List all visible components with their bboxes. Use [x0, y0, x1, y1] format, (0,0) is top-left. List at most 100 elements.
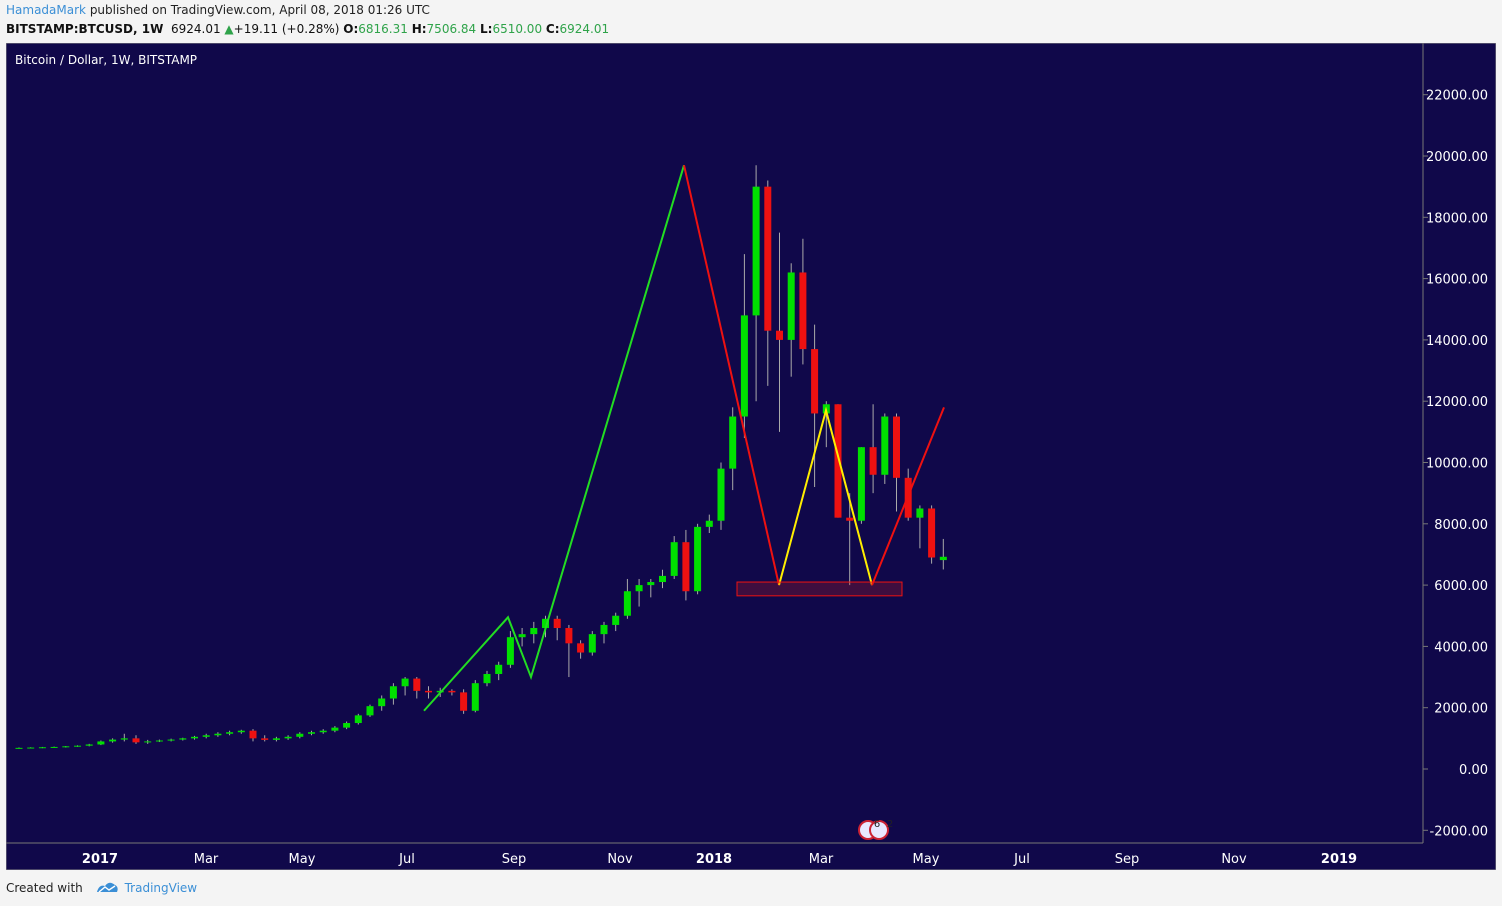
y-tick-label: 0.00	[1459, 763, 1488, 778]
low-value: 6510.00	[492, 22, 543, 36]
candle-up	[787, 272, 795, 340]
chart-background	[5, 42, 1497, 871]
x-tick-label: 2017	[82, 852, 118, 867]
candle-down	[893, 416, 900, 478]
symbol-label: BITSTAMP:BTCUSD, 1W	[6, 22, 164, 36]
candle-down	[448, 690, 456, 693]
tradingview-logo-icon[interactable]	[95, 880, 119, 897]
x-tick-label: Sep	[1115, 852, 1140, 867]
candle-up	[202, 735, 210, 737]
ohlc-line: BITSTAMP:BTCUSD, 1W 6924.01 ▲+19.11 (+0.…	[6, 22, 609, 36]
x-tick-label: May	[289, 852, 316, 867]
red-projection-line	[871, 406, 945, 586]
x-tick-label: Nov	[607, 852, 633, 867]
y-tick-label: 22000.00	[1426, 89, 1488, 104]
candle-up	[530, 628, 538, 635]
candle-up	[191, 736, 198, 739]
up-arrow-icon: ▲	[224, 22, 234, 36]
candle-up	[308, 732, 315, 734]
event-count-badge: 2	[887, 819, 893, 830]
candle-up	[85, 744, 93, 746]
y-tick-label: 16000.00	[1426, 273, 1488, 288]
candle-down	[776, 330, 783, 340]
candle-up	[752, 186, 760, 316]
candle-down	[553, 618, 561, 629]
created-with-text: Created with	[6, 881, 83, 895]
candle-up	[378, 698, 386, 707]
candle-up	[939, 556, 947, 561]
candle-up	[389, 686, 397, 699]
candle-down	[834, 404, 842, 518]
candle-up	[670, 542, 678, 576]
candle-down	[869, 447, 877, 475]
candle-down	[249, 730, 257, 739]
x-tick-label: 2019	[1321, 852, 1357, 867]
candle-down	[261, 738, 269, 740]
candle-up	[214, 733, 222, 736]
candle-up	[354, 715, 362, 724]
open-label: O:	[343, 22, 359, 36]
candle-up	[483, 673, 491, 684]
candle-up	[155, 740, 163, 742]
support-zone-box	[736, 581, 903, 597]
footer: Created with TradingView	[6, 880, 197, 897]
y-tick-label: 6000.00	[1434, 579, 1488, 594]
candle-up	[518, 634, 526, 638]
candle-up	[237, 730, 245, 733]
candle-up	[296, 733, 304, 737]
chart-container[interactable]: Bitcoin / Dollar, 1W, BITSTAMP 22000.00 2…	[5, 42, 1497, 871]
candle-up	[179, 738, 187, 740]
candle-up	[120, 738, 128, 740]
y-tick-label: 14000.00	[1426, 334, 1488, 349]
close-value: 6924.01	[559, 22, 610, 36]
tradingview-link[interactable]: TradingView	[124, 881, 198, 895]
y-tick-label: -2000.00	[1430, 824, 1488, 839]
last-price: 6924.01	[170, 22, 221, 36]
candle-up	[881, 416, 889, 475]
x-tick-label: Mar	[809, 852, 834, 867]
candle-down	[799, 272, 807, 350]
candle-up	[27, 747, 35, 749]
high-value: 7506.84	[426, 22, 477, 36]
chart-title: Bitcoin / Dollar, 1W, BITSTAMP	[15, 53, 197, 67]
candle-up	[857, 447, 865, 521]
candle-up	[705, 520, 713, 527]
candle-up	[97, 741, 105, 745]
candle-up	[15, 747, 23, 749]
candle-up	[144, 741, 152, 743]
candle-down	[577, 643, 585, 653]
candle-up	[319, 730, 327, 733]
candle-up	[284, 736, 292, 739]
candle-up	[471, 683, 479, 711]
flag-count-badge: 6	[874, 819, 880, 830]
candle-down	[565, 628, 573, 644]
y-axis: 22000.00 20000.00 18000.00 16000.00 14000.00…	[1423, 89, 1488, 839]
author-link[interactable]: HamadaMark	[6, 3, 86, 17]
x-tick-label: Sep	[502, 852, 527, 867]
y-tick-label: 18000.00	[1426, 211, 1488, 226]
x-tick-label: 2018	[696, 852, 732, 867]
price-chart[interactable]: Bitcoin / Dollar, 1W, BITSTAMP 22000.002…	[5, 42, 1497, 871]
y-tick-label: 4000.00	[1434, 640, 1488, 655]
candle-up	[729, 416, 737, 469]
candle-up	[623, 591, 631, 616]
y-tick-label: 10000.00	[1426, 457, 1488, 472]
candle-up	[916, 508, 924, 518]
candle-down	[764, 186, 772, 331]
candle-up	[740, 315, 748, 417]
candle-up	[635, 585, 643, 592]
candle-up	[167, 739, 175, 741]
candle-down	[682, 542, 690, 592]
candle-up	[331, 727, 339, 731]
candle-up	[506, 637, 514, 665]
candle-down	[846, 517, 854, 521]
x-tick-label: May	[913, 852, 940, 867]
candle-up	[694, 526, 702, 592]
x-tick-label: Jul	[398, 852, 415, 867]
candle-up	[343, 723, 351, 728]
green-trend-line	[423, 164, 685, 712]
candle-up	[50, 746, 58, 748]
candle-up	[542, 618, 549, 629]
y-tick-label: 2000.00	[1434, 702, 1488, 717]
